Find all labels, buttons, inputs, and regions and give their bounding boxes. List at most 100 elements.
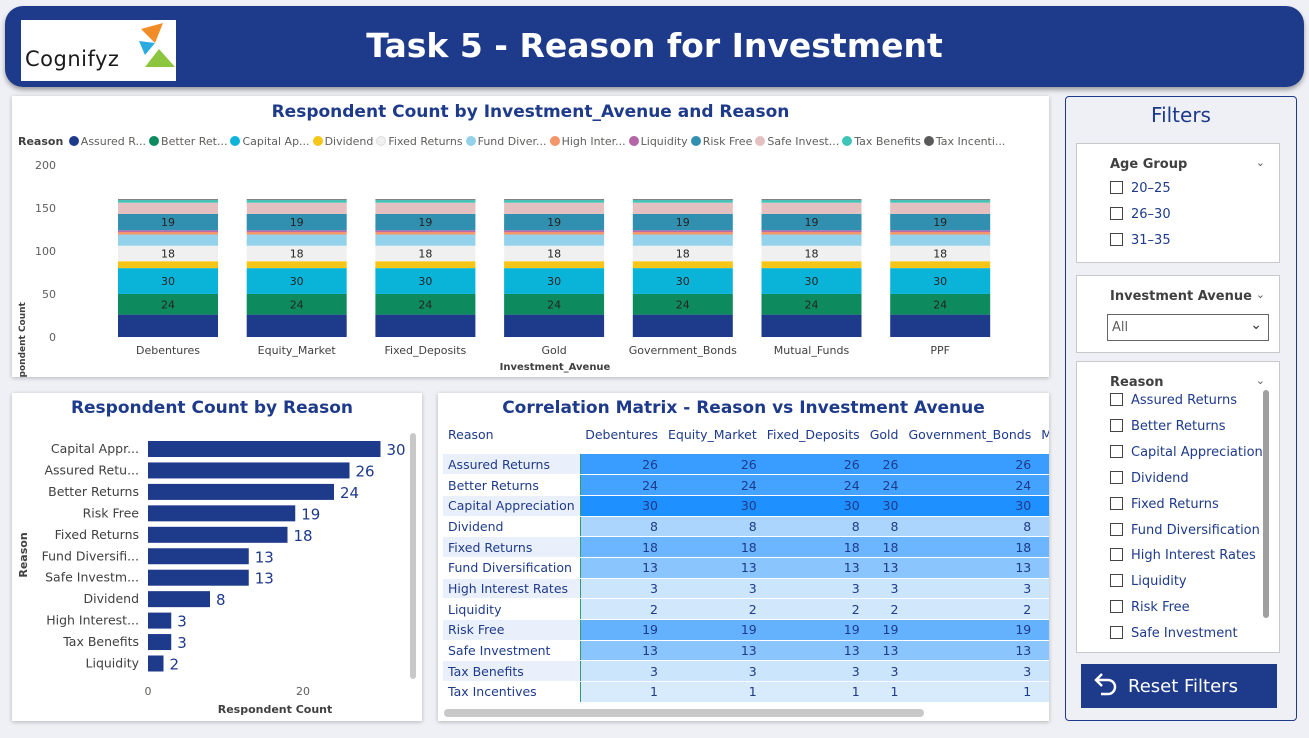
matrix-column-header[interactable]: M <box>1041 427 1049 442</box>
age-option-20-25[interactable]: 20–25 <box>1110 181 1171 196</box>
stacked-chart-panel[interactable]: Respondent Count by Investment_Avenue an… <box>12 96 1049 377</box>
matrix-row[interactable]: Better Returns 24 24 24 24 24 <box>443 474 1049 496</box>
matrix-row[interactable]: Capital Appreciation 30 30 30 30 30 <box>443 495 1049 517</box>
stacked-bar-segment[interactable] <box>632 261 733 269</box>
legend-item[interactable]: High Inter... <box>549 135 626 148</box>
stacked-bar-segment[interactable] <box>761 200 862 203</box>
matrix-column-header[interactable]: Debentures <box>585 427 658 442</box>
matrix-row[interactable]: Fund Diversification 13 13 13 13 13 <box>443 557 1049 579</box>
reason-option[interactable]: Fixed Returns <box>1110 496 1219 512</box>
reason-option[interactable]: Better Returns <box>1110 418 1226 434</box>
reason-option[interactable]: High Interest Rates <box>1110 548 1256 563</box>
reason-bar[interactable] <box>148 655 164 672</box>
stacked-bar-segment[interactable] <box>246 213 347 231</box>
checkbox-icon[interactable] <box>1110 496 1123 510</box>
stacked-bar-segment[interactable] <box>632 199 733 201</box>
checkbox-icon[interactable] <box>1110 600 1123 614</box>
stacked-bar-segment[interactable] <box>118 268 218 294</box>
checkbox-icon[interactable] <box>1110 393 1123 406</box>
stacked-bar-segment[interactable] <box>890 261 991 269</box>
stacked-bar-segment[interactable] <box>504 268 605 294</box>
stacked-bar-segment[interactable] <box>632 230 733 232</box>
chevron-down-icon[interactable]: ⌄ <box>1255 156 1265 169</box>
stacked-bar-segment[interactable] <box>632 200 733 203</box>
stacked-bar-segment[interactable] <box>504 314 605 337</box>
matrix-column-header[interactable]: Reason <box>448 427 494 442</box>
stacked-bar-segment[interactable] <box>632 245 733 262</box>
stacked-bar-segment[interactable] <box>632 268 733 294</box>
stacked-bar-segment[interactable] <box>118 293 218 315</box>
stacked-bar-segment[interactable] <box>761 261 862 269</box>
stacked-bar-segment[interactable] <box>246 314 347 337</box>
reason-bar[interactable] <box>148 569 249 586</box>
reason-bar[interactable] <box>148 634 172 651</box>
stacked-bar-segment[interactable] <box>375 230 476 232</box>
stacked-bar-segment[interactable] <box>375 199 476 201</box>
stacked-bar-segment[interactable] <box>761 213 862 231</box>
reset-filters-button[interactable]: Reset Filters <box>1081 664 1277 708</box>
stacked-bar-segment[interactable] <box>504 293 605 315</box>
matrix-column-header[interactable]: Equity_Market <box>668 427 757 442</box>
stacked-bar-segment[interactable] <box>890 293 991 315</box>
stacked-bar-segment[interactable] <box>761 234 862 246</box>
matrix-horizontal-scrollbar[interactable] <box>444 709 924 717</box>
legend-item[interactable]: Safe Invest... <box>755 135 839 148</box>
reason-slicer-scrollbar[interactable] <box>1263 390 1269 618</box>
stacked-bar-segment[interactable] <box>890 234 991 246</box>
stacked-bar-segment[interactable] <box>246 202 347 214</box>
legend-item[interactable]: Assured R... <box>68 135 146 148</box>
stacked-bar-segment[interactable] <box>118 245 218 262</box>
stacked-bar-segment[interactable] <box>246 261 347 269</box>
stacked-bar-segment[interactable] <box>632 314 733 337</box>
stacked-bar-segment[interactable] <box>118 261 218 269</box>
stacked-bar-segment[interactable] <box>246 234 347 246</box>
stacked-bar-segment[interactable] <box>504 234 605 246</box>
matrix-row[interactable]: Tax Incentives 1 1 1 1 1 <box>443 681 1049 703</box>
checkbox-icon[interactable] <box>1110 181 1123 194</box>
reason-option[interactable]: Safe Investment <box>1110 626 1238 641</box>
stacked-bar-segment[interactable] <box>246 230 347 232</box>
stacked-bar-segment[interactable] <box>890 314 991 337</box>
reason-bar[interactable] <box>148 505 296 522</box>
stacked-bar-segment[interactable] <box>118 230 218 232</box>
matrix-row[interactable]: Safe Investment 13 13 13 13 13 <box>443 640 1049 662</box>
matrix-column-header[interactable]: Government_Bonds <box>908 427 1032 442</box>
stacked-bar-segment[interactable] <box>890 231 991 235</box>
stacked-bar-segment[interactable] <box>761 231 862 235</box>
stacked-chart-svg[interactable]: Respondent Count Investment_Avenue 0 50 10… <box>12 96 1049 377</box>
stacked-bar-segment[interactable] <box>761 230 862 232</box>
reason-bar[interactable] <box>148 441 381 457</box>
reason-option[interactable]: Dividend <box>1110 470 1189 486</box>
stacked-bar-segment[interactable] <box>375 314 476 337</box>
reason-bar[interactable] <box>148 612 172 629</box>
checkbox-icon[interactable] <box>1110 470 1123 484</box>
matrix-row[interactable]: Risk Free 19 19 19 19 19 <box>443 619 1049 641</box>
stacked-bar-segment[interactable] <box>632 234 733 246</box>
stacked-bar-segment[interactable] <box>375 200 476 203</box>
checkbox-icon[interactable] <box>1110 444 1123 458</box>
legend-item[interactable]: Fixed Returns <box>376 135 463 148</box>
matrix-row[interactable]: Dividend 8 8 8 8 8 <box>443 516 1049 538</box>
legend-item[interactable]: Tax Benefits <box>842 135 921 148</box>
matrix-panel[interactable]: Correlation Matrix - Reason vs Investmen… <box>438 393 1049 721</box>
age-option-26-30[interactable]: 26–30 <box>1110 207 1171 222</box>
stacked-bar-segment[interactable] <box>118 200 218 203</box>
stacked-bar-segment[interactable] <box>890 268 991 294</box>
checkbox-icon[interactable] <box>1110 418 1123 432</box>
checkbox-icon[interactable] <box>1110 522 1123 536</box>
checkbox-icon[interactable] <box>1110 548 1123 562</box>
stacked-bar-segment[interactable] <box>890 213 991 231</box>
checkbox-icon[interactable] <box>1110 574 1123 588</box>
stacked-bar-segment[interactable] <box>118 234 218 246</box>
matrix-row[interactable]: Liquidity 2 2 2 2 2 <box>443 598 1049 620</box>
stacked-bar-segment[interactable] <box>504 199 605 201</box>
stacked-bar-segment[interactable] <box>890 230 991 232</box>
reason-slicer[interactable]: Reason ⌄ Assured Returns Better Returns Ca… <box>1076 361 1280 653</box>
stacked-bar-segment[interactable] <box>375 202 476 214</box>
stacked-bar-segment[interactable] <box>890 200 991 203</box>
reason-option[interactable]: Risk Free <box>1110 600 1190 615</box>
stacked-bar-segment[interactable] <box>761 199 862 201</box>
legend-item[interactable]: Tax Incenti... <box>923 135 1005 148</box>
investment-avenue-dropdown[interactable]: All ⌄ <box>1107 314 1269 341</box>
stacked-bar-segment[interactable] <box>375 213 476 231</box>
